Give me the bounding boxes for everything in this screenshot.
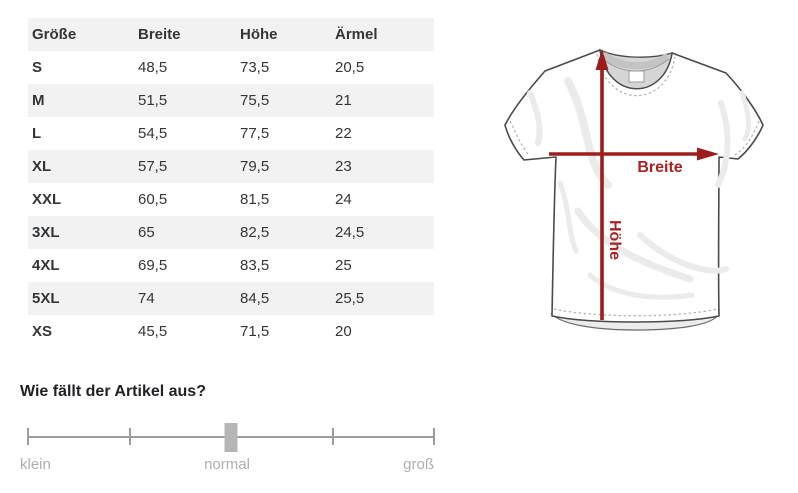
table-row: XXL 60,5 81,5 24 <box>28 183 434 216</box>
hoehe-label: Höhe <box>606 220 623 260</box>
table-row: XS 45,5 71,5 20 <box>28 315 434 348</box>
fit-label-klein: klein <box>20 456 51 473</box>
value-cell: 45,5 <box>138 323 168 340</box>
fit-label-normal: normal <box>204 456 250 473</box>
table-row: M 51,5 75,5 21 <box>28 84 434 117</box>
value-cell: 84,5 <box>240 290 270 307</box>
value-cell: 75,5 <box>240 92 270 109</box>
width-arrow-head <box>697 147 719 161</box>
size-label-cell: 3XL <box>32 224 60 241</box>
table-row: 4XL 69,5 83,5 25 <box>28 249 434 282</box>
value-cell: 77,5 <box>240 125 270 142</box>
value-cell: 20 <box>335 323 352 340</box>
size-label-cell: 4XL <box>32 257 60 274</box>
fit-label-gross: groß <box>403 456 434 473</box>
value-cell: 54,5 <box>138 125 168 142</box>
value-cell: 25,5 <box>335 290 365 307</box>
value-cell: 73,5 <box>240 59 270 76</box>
column-header-groesse: Größe <box>28 18 138 51</box>
measurement-arrows <box>549 49 719 320</box>
size-label-cell: S <box>32 59 43 76</box>
height-arrow-head <box>595 49 609 70</box>
value-cell: 25 <box>335 257 352 274</box>
value-cell: 65 <box>138 224 155 241</box>
tshirt-outline <box>504 49 764 323</box>
fit-slider-handle[interactable] <box>224 423 238 452</box>
table-row: 3XL 65 82,5 24,5 <box>28 216 434 249</box>
collar-label-tag <box>628 70 645 83</box>
tshirt-diagram: Breite Höhe <box>490 33 780 333</box>
value-cell: 60,5 <box>138 191 168 208</box>
fit-slider-tick <box>433 428 435 445</box>
value-cell: 79,5 <box>240 158 270 175</box>
table-header-row: Größe Breite Höhe Ärmel <box>28 18 434 51</box>
value-cell: 71,5 <box>240 323 270 340</box>
value-cell: 83,5 <box>240 257 270 274</box>
table-row: 5XL 74 84,5 25,5 <box>28 282 434 315</box>
value-cell: 81,5 <box>240 191 270 208</box>
size-label-cell: 5XL <box>32 290 60 307</box>
value-cell: 23 <box>335 158 352 175</box>
column-header-breite: Breite <box>138 18 240 51</box>
value-cell: 24 <box>335 191 352 208</box>
column-header-aermel: Ärmel <box>335 18 434 51</box>
fit-slider-tick <box>27 428 29 445</box>
fit-slider-tick <box>128 428 131 445</box>
fit-slider-tick <box>331 428 334 445</box>
size-label-cell: XL <box>32 158 52 175</box>
size-label-cell: XXL <box>32 191 62 208</box>
table-row: L 54,5 77,5 22 <box>28 117 434 150</box>
value-cell: 57,5 <box>138 158 168 175</box>
table-row: XL 57,5 79,5 23 <box>28 150 434 183</box>
collar-band <box>601 52 670 70</box>
breite-label: Breite <box>637 159 682 176</box>
fit-scale-labels: klein normal groß <box>20 456 434 473</box>
fabric-folds <box>527 77 752 300</box>
value-cell: 51,5 <box>138 92 168 109</box>
size-label-cell: M <box>32 92 45 109</box>
value-cell: 82,5 <box>240 224 270 241</box>
size-label-cell: XS <box>32 323 53 340</box>
size-label-cell: L <box>32 125 42 142</box>
table-row: S 48,5 73,5 20,5 <box>28 51 434 84</box>
fit-slider[interactable] <box>27 420 435 456</box>
column-header-hoehe: Höhe <box>240 18 335 51</box>
value-cell: 20,5 <box>335 59 365 76</box>
size-table: Größe Breite Höhe Ärmel S 48,5 73,5 20,5… <box>28 18 434 348</box>
value-cell: 69,5 <box>138 257 168 274</box>
value-cell: 48,5 <box>138 59 168 76</box>
fit-question: Wie fällt der Artikel aus? <box>20 383 206 400</box>
value-cell: 74 <box>138 290 155 307</box>
value-cell: 22 <box>335 125 352 142</box>
value-cell: 21 <box>335 92 352 109</box>
value-cell: 24,5 <box>335 224 365 241</box>
tshirt-illustration: Breite Höhe <box>504 48 764 331</box>
